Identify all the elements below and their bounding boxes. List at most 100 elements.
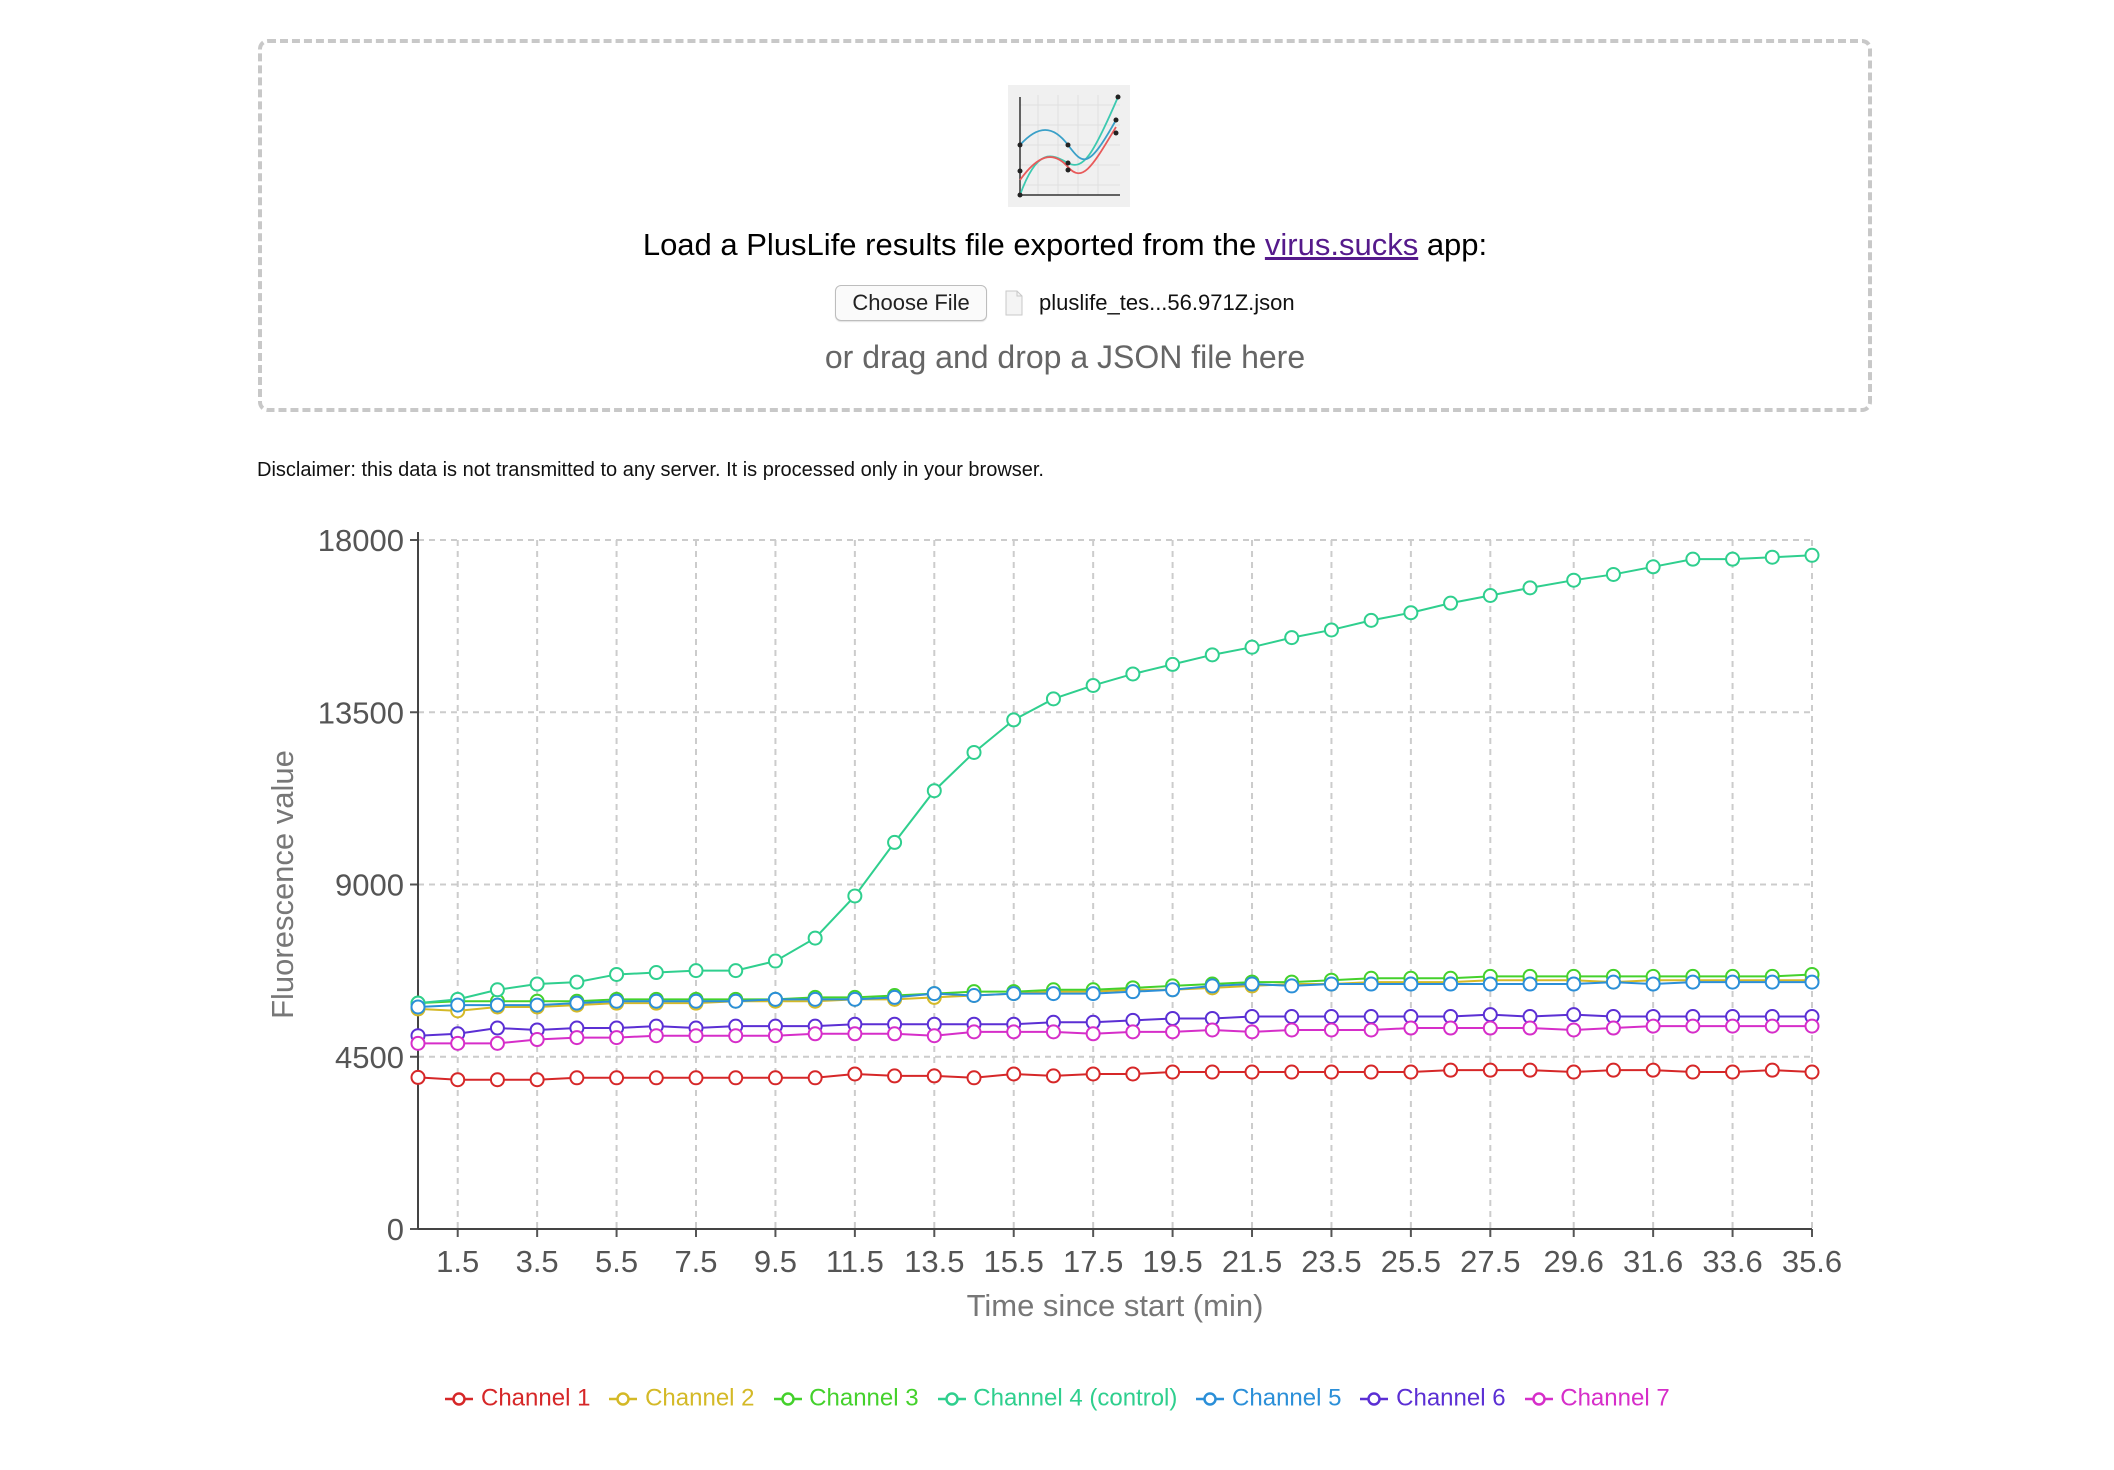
data-point[interactable] [1045,986,1061,1002]
legend-item-channel-5[interactable]: Channel 5 [1195,1384,1341,1413]
data-point[interactable] [1605,1020,1621,1036]
data-point[interactable] [1645,1062,1661,1078]
data-point[interactable] [1125,1024,1141,1040]
data-point[interactable] [1566,976,1582,992]
data-point[interactable] [648,993,664,1009]
data-point[interactable] [609,993,625,1009]
data-point[interactable] [1522,1062,1538,1078]
data-point[interactable] [807,1026,823,1042]
data-point[interactable] [688,1028,704,1044]
data-point[interactable] [1482,588,1498,604]
data-point[interactable] [926,1068,942,1084]
data-point[interactable] [1204,978,1220,994]
data-point[interactable] [1482,1020,1498,1036]
data-point[interactable] [609,966,625,982]
data-point[interactable] [1482,1007,1498,1023]
data-point[interactable] [1006,1024,1022,1040]
data-point[interactable] [648,965,664,981]
data-point[interactable] [569,974,585,990]
data-point[interactable] [1363,1064,1379,1080]
data-point[interactable] [529,1072,545,1088]
data-point[interactable] [1363,976,1379,992]
data-point[interactable] [1125,1066,1141,1082]
data-point[interactable] [1323,622,1339,638]
data-point[interactable] [1725,1064,1741,1080]
data-point[interactable] [1764,1062,1780,1078]
data-point[interactable] [847,1026,863,1042]
legend-item-channel-2[interactable]: Channel 2 [608,1384,755,1413]
data-point[interactable] [728,963,744,979]
data-point[interactable] [807,991,823,1007]
data-point[interactable] [926,1028,942,1044]
data-point[interactable] [1045,1068,1061,1084]
data-point[interactable] [1804,547,1820,563]
data-point[interactable] [1363,1022,1379,1038]
data-point[interactable] [1522,580,1538,596]
data-point[interactable] [887,1026,903,1042]
data-point[interactable] [569,1030,585,1046]
data-point[interactable] [688,993,704,1009]
data-point[interactable] [1323,1022,1339,1038]
data-point[interactable] [1685,1018,1701,1034]
data-point[interactable] [887,989,903,1005]
data-point[interactable] [1403,976,1419,992]
data-point[interactable] [1323,976,1339,992]
legend-item-channel-1[interactable]: Channel 1 [444,1384,590,1413]
data-point[interactable] [489,982,505,998]
data-point[interactable] [1244,1024,1260,1040]
data-point[interactable] [1605,566,1621,582]
data-point[interactable] [1045,691,1061,707]
data-point[interactable] [1403,605,1419,621]
data-point[interactable] [1443,1020,1459,1036]
data-point[interactable] [1605,1062,1621,1078]
data-point[interactable] [1165,656,1181,672]
data-point[interactable] [1482,1062,1498,1078]
data-point[interactable] [807,1070,823,1086]
data-point[interactable] [1804,974,1820,990]
data-point[interactable] [1566,572,1582,588]
data-point[interactable] [1323,1064,1339,1080]
data-point[interactable] [1482,976,1498,992]
data-point[interactable] [887,1068,903,1084]
data-point[interactable] [1284,978,1300,994]
data-point[interactable] [966,744,982,760]
data-point[interactable] [1764,1018,1780,1034]
data-point[interactable] [1165,1024,1181,1040]
data-point[interactable] [569,1070,585,1086]
data-point[interactable] [1284,630,1300,646]
data-point[interactable] [1244,1064,1260,1080]
data-point[interactable] [1443,976,1459,992]
data-point[interactable] [648,1070,664,1086]
data-point[interactable] [1045,1024,1061,1040]
data-point[interactable] [728,1070,744,1086]
data-point[interactable] [489,997,505,1013]
data-point[interactable] [728,993,744,1009]
data-point[interactable] [1284,1022,1300,1038]
data-point[interactable] [966,988,982,1004]
data-point[interactable] [410,1069,426,1085]
data-point[interactable] [926,986,942,1002]
data-point[interactable] [1804,1018,1820,1034]
data-point[interactable] [450,1072,466,1088]
data-point[interactable] [410,999,426,1015]
data-point[interactable] [1764,974,1780,990]
data-point[interactable] [1165,1064,1181,1080]
data-point[interactable] [767,991,783,1007]
data-point[interactable] [529,976,545,992]
data-point[interactable] [1685,551,1701,567]
legend-item-channel-4[interactable]: Channel 4 (control) [937,1384,1177,1413]
data-point[interactable] [1645,1018,1661,1034]
data-point[interactable] [609,1070,625,1086]
data-point[interactable] [1204,1022,1220,1038]
data-point[interactable] [1685,974,1701,990]
data-point[interactable] [1006,712,1022,728]
data-point[interactable] [887,834,903,850]
data-point[interactable] [1085,1066,1101,1082]
data-point[interactable] [489,1035,505,1051]
data-point[interactable] [450,997,466,1013]
data-point[interactable] [1284,1009,1300,1025]
data-point[interactable] [728,1028,744,1044]
data-point[interactable] [1605,974,1621,990]
data-point[interactable] [1085,986,1101,1002]
data-point[interactable] [1725,551,1741,567]
